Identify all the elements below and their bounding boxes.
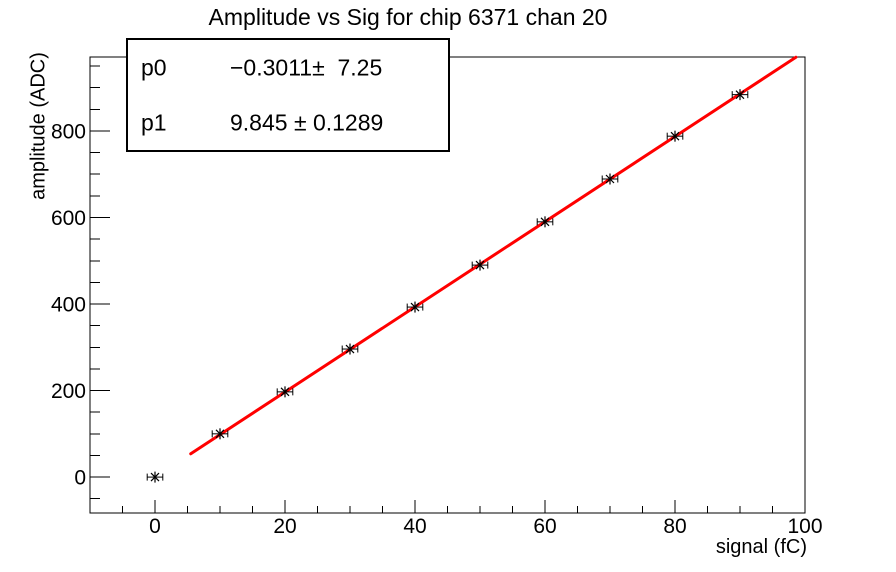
marker-spoke-d2 [410, 302, 420, 312]
marker-spoke-d2 [475, 260, 485, 270]
marker-spoke-d2 [150, 472, 160, 482]
x-axis: 0 20 40 60 80 100 [122, 500, 823, 538]
y-tick-label: 600 [51, 207, 86, 230]
y-tick-label: 0 [74, 467, 86, 490]
data-point [276, 386, 294, 398]
stats-row-p0: p0 −0.3011± 7.25 [128, 40, 448, 95]
data-point [341, 343, 359, 355]
y-axis: 0 200 400 600 800 [51, 65, 110, 500]
x-tick-label: 100 [787, 515, 822, 538]
stats-row-p1: p1 9.845 ± 0.1289 [128, 95, 448, 150]
y-axis-title: amplitude (ADC) [27, 52, 50, 200]
param-name-p0: p0 [141, 54, 167, 80]
param-value-p1: 9.845 ± 0.1289 [230, 109, 384, 135]
fit-stats-box: p0 −0.3011± 7.25 p1 9.845 ± 0.1289 [126, 38, 450, 152]
param-name-p1: p1 [141, 109, 167, 135]
marker-spoke-d2 [670, 131, 680, 141]
fit-line [189, 55, 798, 456]
data-point [731, 89, 749, 101]
marker-spoke-d2 [605, 174, 615, 184]
x-tick-label: 0 [149, 515, 161, 538]
param-value-p0: −0.3011± 7.25 [230, 54, 383, 80]
x-axis-title: signal (fC) [715, 536, 807, 558]
data-points [146, 89, 749, 483]
y-tick-label: 800 [51, 120, 86, 143]
x-tick-label: 60 [533, 515, 556, 538]
data-point [666, 130, 684, 142]
data-point [471, 259, 489, 271]
data-point [601, 173, 619, 185]
y-tick-label: 200 [51, 380, 86, 403]
data-point [211, 428, 229, 440]
marker-spoke-d2 [280, 387, 290, 397]
data-point [146, 471, 164, 483]
marker-spoke-d2 [345, 344, 355, 354]
x-tick-label: 40 [403, 515, 426, 538]
chart-title: Amplitude vs Sig for chip 6371 chan 20 [208, 4, 608, 30]
x-tick-label: 80 [663, 515, 686, 538]
data-point [536, 216, 554, 228]
y-tick-label: 400 [51, 294, 86, 317]
marker-spoke-d2 [735, 90, 745, 100]
marker-spoke-d2 [540, 217, 550, 227]
data-point [406, 301, 424, 313]
x-tick-label: 20 [273, 515, 296, 538]
marker-spoke-d2 [215, 429, 225, 439]
